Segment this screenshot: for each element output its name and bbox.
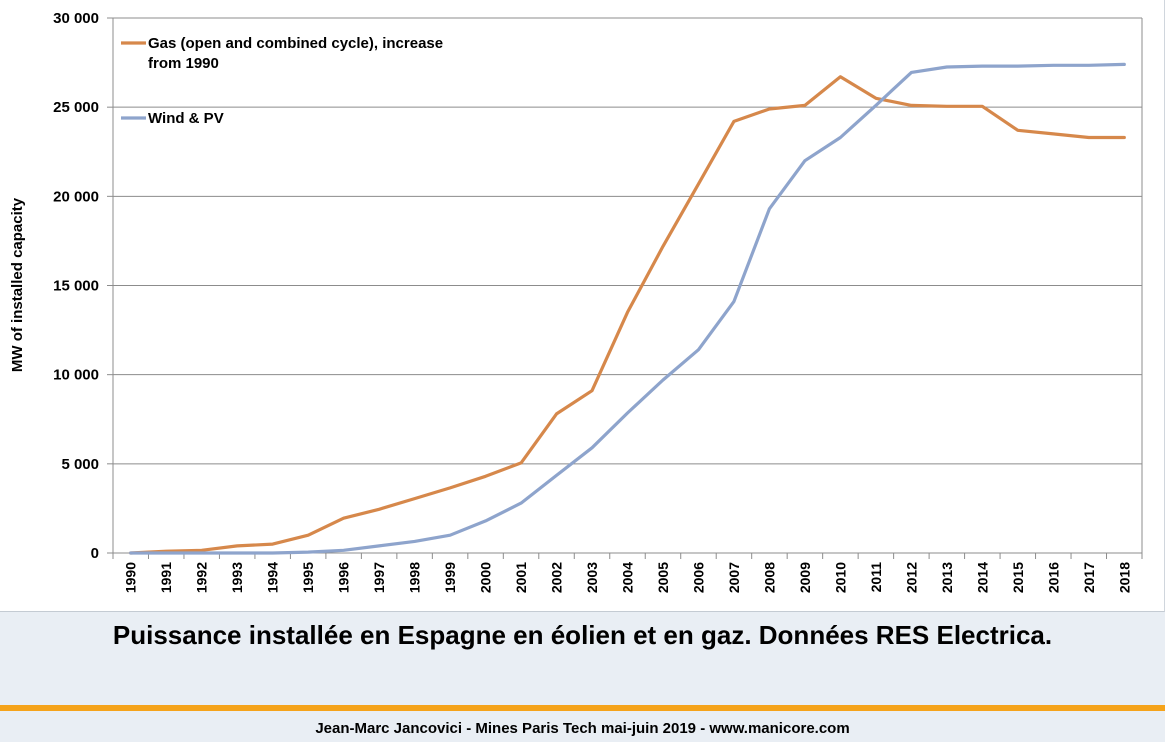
x-tick-label: 2005 bbox=[655, 562, 671, 593]
x-tick-label: 2001 bbox=[513, 562, 529, 593]
legend-label: Gas (open and combined cycle), increase bbox=[148, 35, 443, 52]
series-lines bbox=[129, 62, 1126, 555]
footer-divider bbox=[0, 705, 1165, 711]
x-tick-label: 2007 bbox=[726, 562, 742, 593]
x-tick-label: 1994 bbox=[265, 562, 281, 593]
legend: Gas (open and combined cycle), increase f… bbox=[121, 35, 443, 127]
x-tick-label: 2013 bbox=[939, 562, 955, 593]
x-tick-label: 1995 bbox=[300, 562, 316, 593]
x-tick-label: 2008 bbox=[761, 562, 777, 593]
x-tick-label: 2010 bbox=[832, 562, 848, 593]
x-tick-label: 2012 bbox=[903, 562, 919, 593]
y-tick-label: 20 000 bbox=[53, 188, 99, 205]
x-tick-label: 1998 bbox=[407, 562, 423, 593]
footer-credit: Jean-Marc Jancovici - Mines Paris Tech m… bbox=[315, 720, 850, 737]
x-tick-label: 1990 bbox=[123, 562, 139, 593]
x-tick-label: 1993 bbox=[229, 562, 245, 593]
gridlines bbox=[113, 17, 1142, 465]
legend-label: from 1990 bbox=[148, 55, 219, 72]
x-tick-label: 1996 bbox=[336, 562, 352, 593]
x-tick-label: 2009 bbox=[797, 562, 813, 593]
x-tick-label: 2011 bbox=[868, 562, 884, 593]
y-tick-label: 30 000 bbox=[53, 10, 99, 27]
x-tick-label: 1991 bbox=[158, 562, 174, 593]
x-tick-label: 2004 bbox=[620, 562, 636, 593]
x-tick-label: 1997 bbox=[371, 562, 387, 593]
legend-label: Wind & PV bbox=[148, 110, 224, 127]
chart-panel: 0 5 000 10 000 15 000 20 000 25 000 30 000 199… bbox=[0, 0, 1165, 612]
x-tick-labels: 1990 1991 1992 1993 1994 1995 1996 1997 1998 1999… bbox=[123, 562, 1133, 593]
x-tick-label: 2015 bbox=[1010, 562, 1026, 593]
x-tick-label: 1999 bbox=[442, 562, 458, 593]
x-tick-label: 2002 bbox=[549, 562, 565, 593]
x-tick-label: 2003 bbox=[584, 562, 600, 593]
y-tick-labels: 0 5 000 10 000 15 000 20 000 25 000 30 000 bbox=[53, 10, 99, 562]
x-tick-label: 2018 bbox=[1116, 562, 1132, 593]
x-tick-label: 2006 bbox=[690, 562, 706, 593]
x-tick-label: 2000 bbox=[478, 562, 494, 593]
x-tick-label: 2014 bbox=[974, 562, 990, 593]
axes bbox=[107, 17, 1143, 559]
y-tick-label: 25 000 bbox=[53, 99, 99, 116]
y-tick-label: 15 000 bbox=[53, 278, 99, 295]
gas-series-line bbox=[129, 75, 1126, 555]
y-tick-label: 10 000 bbox=[53, 367, 99, 384]
wind-pv-series-line bbox=[129, 62, 1126, 555]
line-chart: 0 5 000 10 000 15 000 20 000 25 000 30 000 199… bbox=[9, 10, 1143, 593]
y-axis-title: MW of installed capacity bbox=[9, 197, 26, 372]
chart-caption: Puissance installée en Espagne en éolien… bbox=[112, 620, 1053, 650]
x-tick-label: 2017 bbox=[1081, 562, 1097, 593]
x-tick-label: 1992 bbox=[194, 562, 210, 593]
y-tick-label: 5 000 bbox=[61, 456, 99, 473]
x-tick-label: 2016 bbox=[1045, 562, 1061, 593]
y-tick-label: 0 bbox=[91, 545, 99, 562]
